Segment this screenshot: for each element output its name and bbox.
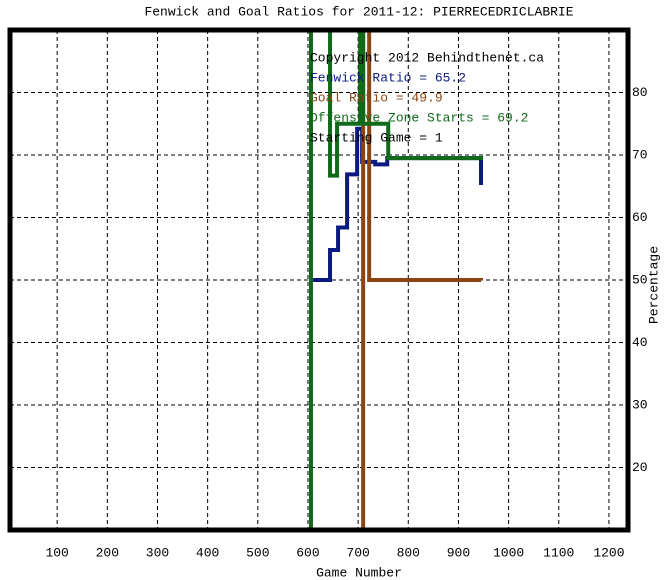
y-tick-label: 30 xyxy=(632,397,648,412)
x-tick-label: 800 xyxy=(397,545,420,560)
y-tick-label: 50 xyxy=(632,272,648,287)
x-tick-label: 600 xyxy=(296,545,319,560)
plot-lines xyxy=(308,30,484,530)
y-tick-label: 70 xyxy=(632,147,648,162)
y-tick-label: 60 xyxy=(632,210,648,225)
annotation: Goal Ratio = 49.9 xyxy=(310,90,443,105)
x-tick-label: 200 xyxy=(96,545,119,560)
series-line xyxy=(361,30,484,530)
y-tick-label: 20 xyxy=(632,460,648,475)
x-tick-label: 900 xyxy=(447,545,470,560)
annotation: Starting Game = 1 xyxy=(310,130,443,145)
annotation: Fenwick Ratio = 65.2 xyxy=(310,70,466,85)
annotation: Copyright 2012 Behindthenet.ca xyxy=(310,50,544,65)
x-tick-label: 300 xyxy=(146,545,169,560)
y-tick-label: 40 xyxy=(632,335,648,350)
series-line xyxy=(312,126,484,282)
x-tick-label: 1000 xyxy=(493,545,524,560)
x-tick-label: 500 xyxy=(246,545,269,560)
x-tick-label: 1100 xyxy=(543,545,574,560)
x-tick-label: 400 xyxy=(196,545,219,560)
y-axis-label: Percentage xyxy=(646,246,661,324)
series-line xyxy=(308,30,484,530)
chart-title: Fenwick and Goal Ratios for 2011-12: PIE… xyxy=(144,4,573,19)
y-tick-label: 80 xyxy=(632,85,648,100)
x-tick-label: 100 xyxy=(45,545,68,560)
x-tick-label: 700 xyxy=(346,545,369,560)
plot-border xyxy=(7,27,631,533)
x-axis-label: Game Number xyxy=(316,565,402,580)
x-tick-label: 1200 xyxy=(593,545,624,560)
annotation: Offensive Zone Starts = 69.2 xyxy=(310,110,528,125)
